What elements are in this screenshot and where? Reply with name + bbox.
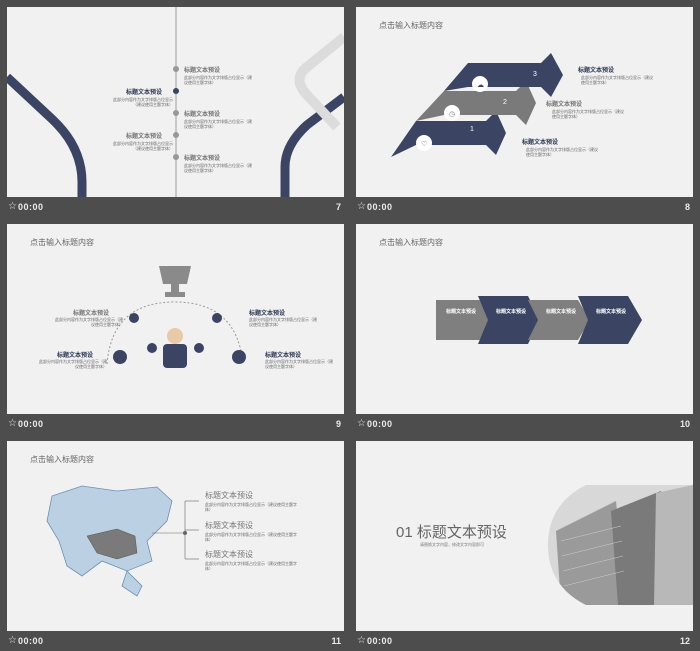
- star-icon[interactable]: ☆: [8, 201, 17, 212]
- slide-number: 10: [679, 419, 690, 429]
- asia-map: [46, 485, 199, 597]
- stair-arrows-diagram: ♡ ◷ ☁: [391, 53, 563, 157]
- item-desc: 此部分内容作为文字排版占位显示（建议使用主题字体）: [526, 147, 598, 157]
- timing-text: 00:00: [367, 419, 393, 429]
- timing-text: 00:00: [18, 202, 44, 212]
- item-label: 标题文本预设: [249, 311, 286, 317]
- step-number: 2: [503, 99, 507, 106]
- slide-7-footer: ☆ 00:00 7: [7, 199, 344, 217]
- item-label: 标题文本预设: [546, 102, 583, 108]
- timing-text: 00:00: [18, 636, 44, 646]
- building-photo: [548, 485, 693, 605]
- slide-number: 12: [679, 636, 690, 646]
- step-desc: 此部分内容作为文字排版占位显示（建议使用主题字体）: [113, 97, 173, 107]
- step-label: 标题文本预设: [184, 156, 221, 162]
- item-label: 标题文本预设: [578, 68, 615, 74]
- section-heading: 01 标题文本预设: [396, 524, 507, 541]
- step-label: 标题文本预设: [126, 134, 163, 140]
- item-desc: 此部分内容作为文字排版占位显示（建议使用主题字体）: [205, 561, 297, 571]
- slide-7-decor: [7, 7, 344, 197]
- item-desc: 此部分内容作为文字排版占位显示（建议使用主题字体）: [205, 502, 297, 512]
- slide-10-footer: ☆ 00:00 10: [356, 416, 693, 434]
- star-icon[interactable]: ☆: [8, 635, 17, 646]
- item-desc: 此部分内容作为文字排版占位显示（建议使用主题字体）: [55, 317, 123, 327]
- item-label: 标题文本预设: [57, 353, 94, 359]
- step-label: 标题文本预设: [184, 68, 221, 74]
- slide-9-footer: ☆ 00:00 9: [7, 416, 344, 434]
- star-icon[interactable]: ☆: [357, 418, 366, 429]
- star-icon[interactable]: ☆: [357, 201, 366, 212]
- item-label: 标题文本预设: [73, 311, 110, 317]
- step-label: 标题文本预设: [596, 309, 627, 315]
- slide-11-footer: ☆ 00:00 11: [7, 633, 344, 651]
- slide-title: 点击输入标题内容: [379, 21, 443, 30]
- star-icon[interactable]: ☆: [357, 635, 366, 646]
- slide-title: 点击输入标题内容: [30, 455, 94, 464]
- star-icon[interactable]: ☆: [8, 418, 17, 429]
- item-desc: 此部分内容作为文字排版占位显示（建议使用主题字体）: [249, 317, 317, 327]
- slide-title: 点击输入标题内容: [30, 238, 94, 247]
- item-desc: 此部分内容作为文字排版占位显示（建议使用主题字体）: [552, 109, 624, 119]
- item-label: 标题文本预设: [522, 140, 559, 146]
- timing-text: 00:00: [18, 419, 44, 429]
- step-label: 标题文本预设: [446, 309, 477, 315]
- step-desc: 此部分内容作为文字排版占位显示（建议使用主题字体）: [184, 163, 252, 173]
- trophy-diagram: [106, 266, 246, 368]
- step-desc: 此部分内容作为文字排版占位显示（建议使用主题字体）: [184, 75, 252, 85]
- chevron-process: [436, 296, 642, 344]
- step-number: 1: [470, 126, 474, 133]
- slide-number: 9: [335, 419, 341, 429]
- timing-text: 00:00: [367, 202, 393, 212]
- item-label: 标题文本预设: [205, 521, 253, 530]
- svg-text:♡: ♡: [421, 140, 427, 148]
- slide-number: 8: [684, 202, 690, 212]
- slide-11[interactable]: 点击输入标题内容 标题文本预设 此部分内容作为文字排版占位显示（建议使用主题字体…: [7, 441, 344, 631]
- step-number: 3: [533, 71, 537, 78]
- slide-title: 点击输入标题内容: [379, 238, 443, 247]
- slide-number: 11: [331, 636, 341, 646]
- item-label: 标题文本预设: [265, 353, 302, 359]
- svg-text:◷: ◷: [449, 111, 455, 118]
- slide-9[interactable]: 点击输入标题内容 标题文本预设 此部分内容作为文字排版占位显示（建议使用主题字体…: [7, 224, 344, 414]
- slide-number: 7: [335, 202, 341, 212]
- slide-12[interactable]: 01 标题文本预设 请替换文字内容，修改文字内容即可: [356, 441, 693, 631]
- item-label: 标题文本预设: [205, 491, 253, 500]
- slide-12-footer: ☆ 00:00 12: [356, 633, 693, 651]
- slide-8[interactable]: 点击输入标题内容 ♡ ◷ ☁ 1 2 3 标题文本预设 此部分内容作为文字排版占…: [356, 7, 693, 197]
- item-label: 标题文本预设: [205, 550, 253, 559]
- step-label: 标题文本预设: [184, 112, 221, 118]
- section-subtitle: 请替换文字内容，修改文字内容即可: [420, 542, 484, 547]
- step-label: 标题文本预设: [546, 309, 577, 315]
- slide-8-footer: ☆ 00:00 8: [356, 199, 693, 217]
- slide-10[interactable]: 点击输入标题内容 标题文本预设 标题文本预设 标题文本预设 标题文本预设: [356, 224, 693, 414]
- item-desc: 此部分内容作为文字排版占位显示（建议使用主题字体）: [39, 359, 107, 369]
- step-label-active: 标题文本预设: [126, 90, 163, 96]
- item-desc: 此部分内容作为文字排版占位显示（建议使用主题字体）: [581, 75, 653, 85]
- slide-7[interactable]: 标题文本预设 此部分内容作为文字排版占位显示（建议使用主题字体） 标题文本预设 …: [7, 7, 344, 197]
- step-desc: 此部分内容作为文字排版占位显示（建议使用主题字体）: [113, 141, 173, 151]
- step-label: 标题文本预设: [496, 309, 527, 315]
- svg-text:☁: ☁: [477, 82, 484, 89]
- item-desc: 此部分内容作为文字排版占位显示（建议使用主题字体）: [205, 532, 297, 542]
- item-desc: 此部分内容作为文字排版占位显示（建议使用主题字体）: [265, 359, 333, 369]
- step-desc: 此部分内容作为文字排版占位显示（建议使用主题字体）: [184, 119, 252, 129]
- timing-text: 00:00: [367, 636, 393, 646]
